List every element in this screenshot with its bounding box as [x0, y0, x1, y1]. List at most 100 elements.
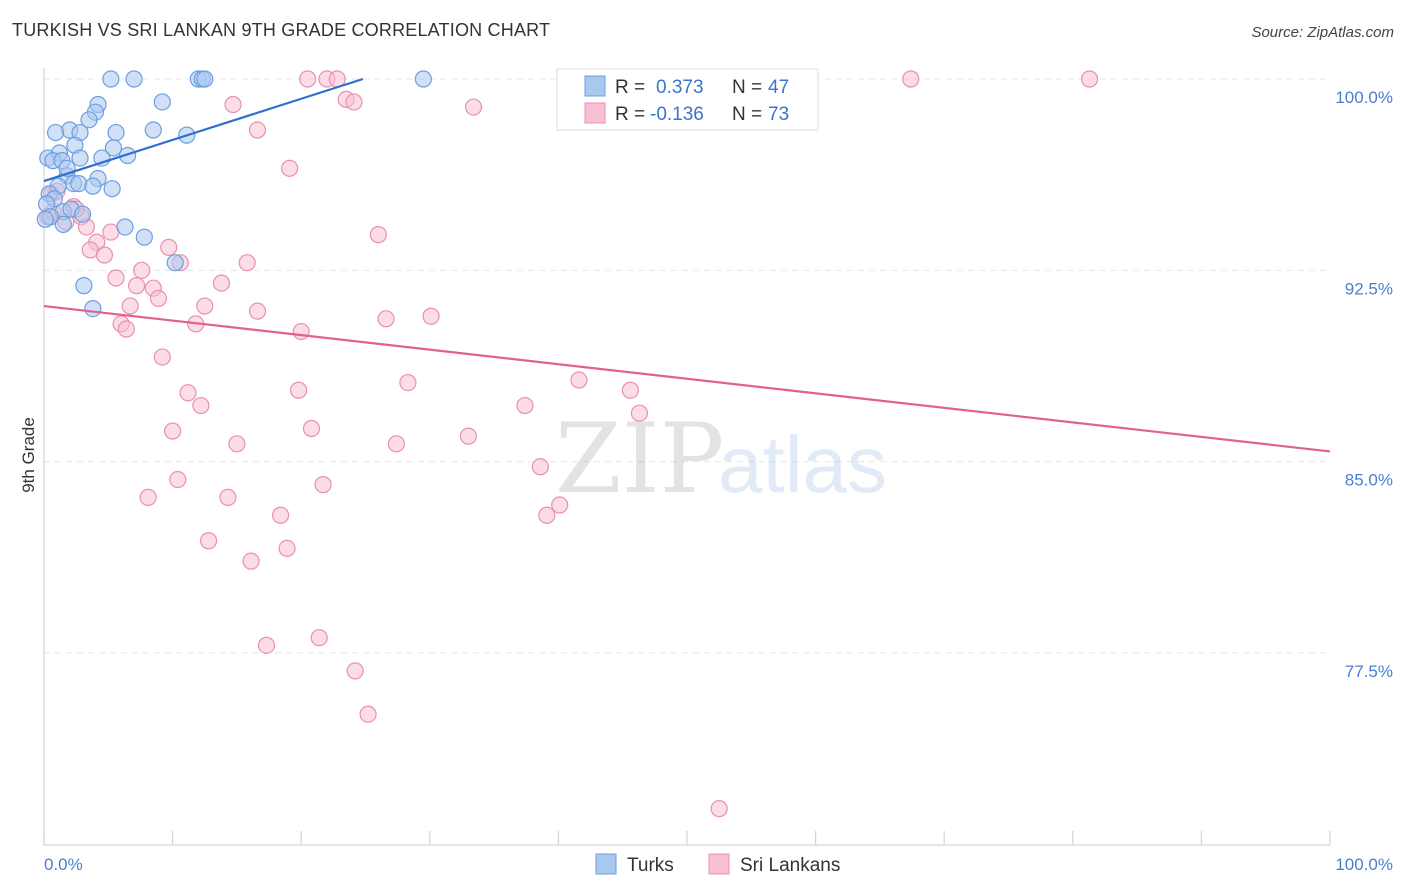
- srilankans-point: [196, 297, 214, 315]
- turks-point: [73, 205, 92, 223]
- srilankans-point: [107, 269, 125, 287]
- legend-turks-swatch: [595, 853, 617, 875]
- legend-srilankans-label: Sri Lankans: [740, 855, 840, 876]
- srilankans-point: [302, 419, 321, 438]
- turks-point: [71, 149, 89, 167]
- srilankans-point: [248, 302, 267, 320]
- chart-title: TURKISH VS SRI LANKAN 9TH GRADE CORRELAT…: [12, 20, 551, 40]
- turks-point: [102, 70, 120, 88]
- srilankans-point: [551, 496, 569, 514]
- turks-point: [107, 123, 125, 142]
- turks-point: [125, 70, 143, 88]
- turks-point: [153, 93, 171, 111]
- srilankans-point: [219, 488, 237, 506]
- srilankans-point: [179, 384, 197, 402]
- srilankans-point: [531, 458, 549, 476]
- srilankans-point: [272, 506, 290, 524]
- srilankans-point: [139, 488, 157, 506]
- srilankans-point: [238, 254, 256, 272]
- srilankans-n-value: 73: [768, 104, 789, 125]
- turks-point: [80, 111, 98, 129]
- srilankans-point: [200, 532, 218, 550]
- srilankans-point: [369, 226, 387, 244]
- srilankans-point: [192, 396, 210, 415]
- series-srilankans-points: [39, 70, 1099, 818]
- srilankans-point: [399, 373, 417, 392]
- srilankans-point: [1080, 70, 1099, 88]
- turks-point: [135, 228, 153, 246]
- srilankans-point: [516, 396, 534, 415]
- turks-r-label: R =: [615, 77, 645, 98]
- turks-legend-swatch: [584, 75, 606, 97]
- srilankans-point: [387, 435, 405, 453]
- turks-n-value: 47: [768, 77, 789, 98]
- y-axis-title: 9th Grade: [19, 417, 38, 493]
- srilankans-point: [290, 381, 308, 399]
- turks-point: [196, 70, 214, 88]
- srilankans-point: [710, 800, 728, 818]
- y-tick-label: 85.0%: [1345, 471, 1393, 490]
- turks-point: [75, 277, 93, 295]
- srilankans-point: [278, 539, 296, 558]
- srilankans-point: [464, 98, 483, 116]
- srilankans-point: [902, 70, 920, 88]
- srilankans-n-label: N =: [732, 104, 762, 125]
- srilankans-point: [314, 476, 332, 494]
- turks-point: [36, 210, 54, 228]
- srilankans-point: [164, 422, 182, 440]
- srilankans-point: [212, 274, 231, 292]
- srilankans-r-label: R =: [615, 104, 645, 125]
- legend-srilankans-swatch: [708, 853, 730, 875]
- x-tick-label-max: 100.0%: [1335, 855, 1393, 874]
- turks-point: [84, 300, 102, 318]
- turks-point: [104, 139, 123, 157]
- turks-point: [414, 70, 432, 88]
- srilankans-point: [248, 121, 267, 139]
- turks-n-label: N =: [732, 77, 762, 98]
- turks-point: [166, 254, 184, 272]
- turks-point: [103, 180, 121, 198]
- watermark: ZIP atlas: [555, 403, 887, 515]
- x-tick-marks: [43, 831, 1331, 845]
- x-tick-label-min: 0.0%: [44, 855, 83, 874]
- srilankans-point: [538, 506, 556, 524]
- srilankans-point: [281, 159, 299, 177]
- srilankans-point: [153, 348, 171, 366]
- srilankans-point: [169, 470, 187, 489]
- turks-r-value: 0.373: [656, 77, 704, 98]
- srilankans-point: [133, 261, 151, 279]
- turks-point: [84, 177, 102, 195]
- srilankans-point: [630, 404, 649, 422]
- srilankans-point: [377, 310, 395, 328]
- srilankans-point: [299, 70, 317, 88]
- source-credit: Source: ZipAtlas.com: [1251, 24, 1394, 41]
- srilankans-r-value: -0.136: [650, 104, 704, 125]
- turks-point: [118, 146, 137, 165]
- srilankans-point: [224, 95, 242, 114]
- turks-point: [70, 174, 88, 193]
- srilankans-point: [127, 277, 146, 295]
- srilankans-point: [149, 289, 168, 307]
- turks-trend-line: [43, 77, 364, 183]
- gridlines: [44, 78, 1330, 654]
- y-tick-label: 100.0%: [1335, 88, 1393, 107]
- srilankans-point: [621, 381, 640, 399]
- y-tick-label: 77.5%: [1345, 662, 1393, 681]
- srilankans-point: [242, 552, 260, 570]
- legend-turks-label: Turks: [627, 855, 674, 876]
- srilankans-point: [95, 246, 114, 264]
- srilankans-point: [422, 307, 440, 325]
- stats-legend: R = 0.373 N = 47 R = -0.136 N = 73: [556, 68, 819, 131]
- srilankans-point: [310, 629, 328, 647]
- trend-lines: [43, 77, 1331, 453]
- srilankans-point: [346, 662, 364, 680]
- srilankans-point: [292, 322, 310, 341]
- srilankans-trend-line: [43, 304, 1331, 453]
- srilankans-point: [228, 435, 246, 453]
- srilankans-point: [160, 238, 178, 256]
- srilankans-point: [459, 427, 477, 445]
- y-tick-label: 92.5%: [1345, 279, 1393, 298]
- srilankans-point: [570, 371, 588, 389]
- turks-point: [54, 215, 72, 234]
